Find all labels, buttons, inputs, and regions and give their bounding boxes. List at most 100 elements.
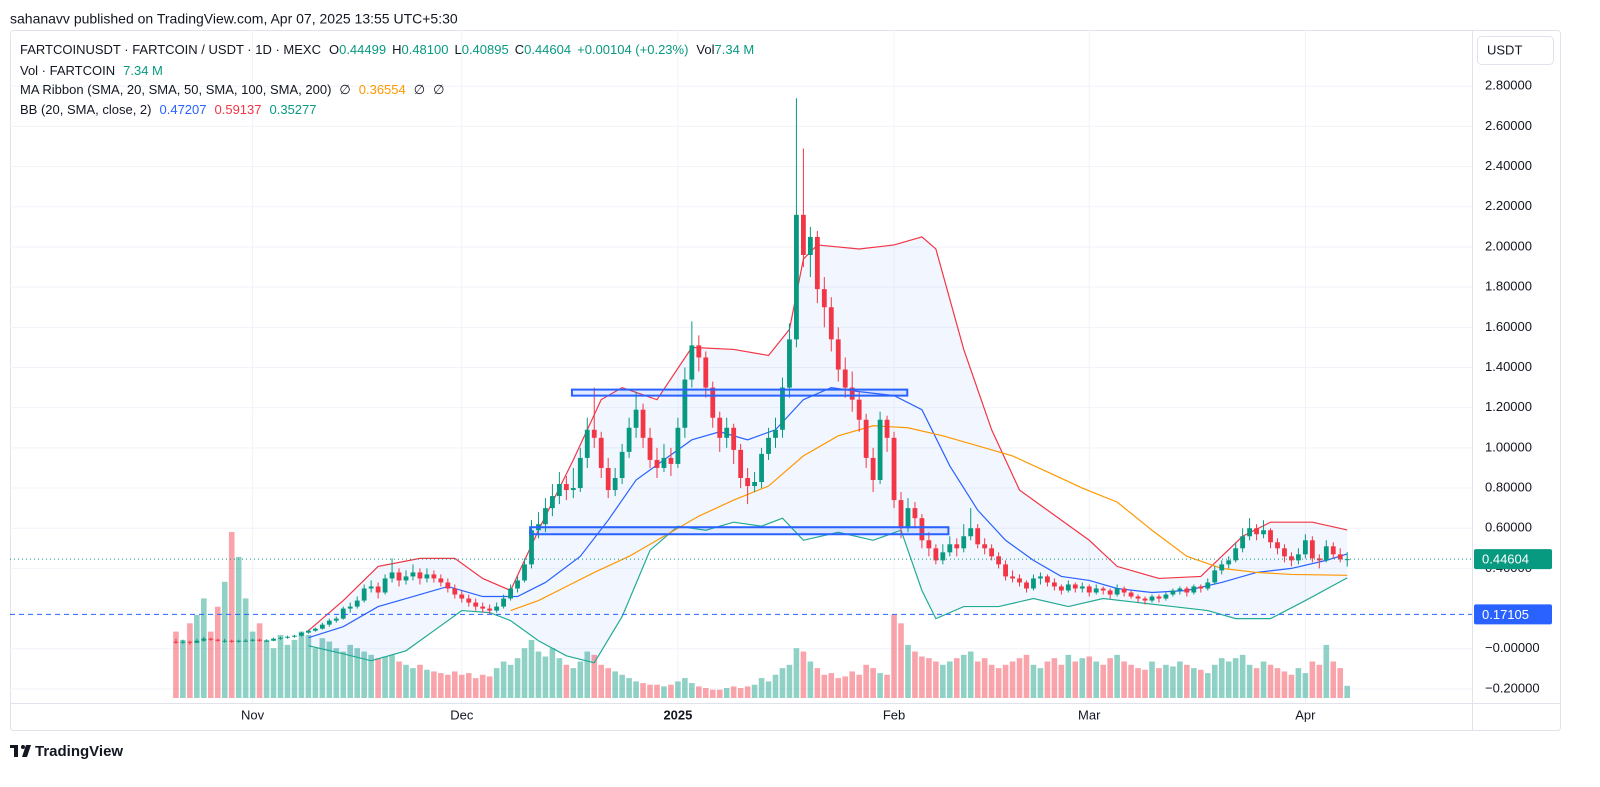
volume-bar: [1316, 664, 1323, 698]
drawing-rectangle: [570, 388, 909, 397]
indicator-line: [308, 386, 1348, 639]
candle-body: [543, 508, 548, 525]
volume-bar: [863, 664, 869, 698]
drawing-rectangle: [529, 526, 950, 536]
volume-bar: [981, 658, 988, 698]
volume-bar: [598, 664, 605, 698]
candle-body: [849, 387, 855, 400]
volume-bar: [242, 598, 249, 698]
volume-bar: [1337, 668, 1344, 698]
y-tick-label: 2.60000: [1485, 118, 1532, 133]
volume-bar: [201, 598, 207, 698]
indicator-line: [308, 517, 1348, 664]
volume-bar: [737, 688, 744, 698]
volume-bar: [1184, 664, 1190, 698]
candle-body: [229, 640, 235, 642]
volume-bar: [180, 639, 186, 698]
volume-bar: [870, 668, 876, 698]
candle-body: [1254, 528, 1259, 535]
y-tick-label: 2.80000: [1485, 78, 1532, 93]
band-fill: [308, 236, 1348, 663]
volume-bar: [207, 631, 214, 698]
indicator-line: [510, 425, 1348, 612]
candle-body: [1114, 588, 1120, 595]
volume-bar: [1051, 658, 1058, 698]
volume-bar: [1225, 661, 1232, 698]
candle-body: [1100, 588, 1106, 591]
candle-body: [821, 289, 827, 308]
price-label: 0.44604: [1482, 552, 1529, 567]
volume-bar: [1079, 658, 1086, 698]
candle-body: [1128, 592, 1134, 597]
volume-bar: [716, 689, 723, 698]
candle-body: [459, 594, 465, 599]
volume-bar: [472, 678, 479, 698]
bb-study: BB (20, SMA, close, 2): [20, 102, 152, 117]
volume-bar: [1016, 658, 1023, 698]
candle-body: [522, 564, 527, 581]
candle-body: [1323, 546, 1329, 561]
volume-bar: [940, 664, 946, 698]
candle-body: [891, 437, 897, 501]
volume-bar: [702, 688, 709, 698]
volume-bar: [347, 644, 354, 698]
candle-body: [375, 586, 381, 593]
candle-body: [689, 345, 695, 380]
candle-body: [1344, 559, 1350, 561]
volume-bar: [1114, 654, 1120, 698]
candle-body: [835, 339, 841, 370]
x-tick-label: Dec: [450, 707, 474, 722]
volume-bar: [926, 658, 932, 698]
candle-body: [640, 409, 646, 438]
logo-part: [21, 745, 25, 749]
candle-body: [445, 582, 451, 589]
volume-bar: [298, 631, 305, 698]
candle-body: [556, 484, 562, 497]
currency-box[interactable]: [1477, 36, 1554, 65]
candle-body: [1240, 536, 1246, 549]
volume-bar: [682, 678, 688, 698]
volume-bar: [173, 631, 179, 698]
x-tick-label: Mar: [1078, 707, 1101, 722]
candle-body: [863, 419, 869, 458]
candle-body: [1184, 588, 1190, 593]
candle-body: [403, 576, 409, 581]
candle-body: [305, 630, 311, 633]
volume-bar: [912, 651, 918, 698]
ma-line: MA Ribbon (SMA, 20, SMA, 50, SMA, 100, S…: [20, 82, 444, 97]
y-tick-label: 1.40000: [1485, 359, 1532, 374]
volume-bar: [960, 654, 967, 698]
ma-value: ∅: [414, 82, 425, 97]
candle-body: [326, 620, 332, 625]
y-tick-label: −0.20000: [1485, 680, 1540, 695]
volume-bar: [1093, 661, 1100, 698]
candle-body: [180, 641, 186, 643]
volume-bar: [1344, 685, 1351, 698]
candle-body: [1205, 582, 1211, 589]
volume-bar: [605, 668, 611, 698]
candle-body: [1316, 558, 1322, 561]
volume-bar: [640, 683, 646, 698]
candle-body: [975, 528, 981, 545]
volume-bar: [988, 664, 995, 698]
volume-bar: [1142, 669, 1148, 698]
c-label: C: [515, 42, 524, 57]
candle-body: [661, 457, 667, 468]
volume-bar: [1044, 661, 1051, 698]
volume-bar: [1121, 661, 1127, 698]
candle-body: [529, 530, 534, 565]
candle-body: [354, 600, 360, 607]
candle-body: [940, 552, 946, 561]
volume-bar: [1288, 674, 1295, 698]
ma-value: 0.36554: [359, 82, 406, 97]
volume-bar: [445, 674, 451, 698]
candle-body: [1275, 542, 1280, 549]
candle-body: [954, 544, 960, 549]
volume-bar: [382, 656, 388, 698]
volume-bar: [814, 668, 821, 698]
vol-value: 7.34 M: [715, 42, 755, 57]
h-value: 0.48100: [401, 42, 448, 57]
candle-body: [1337, 554, 1343, 560]
candle-body: [410, 572, 416, 577]
o-label: O: [329, 42, 339, 57]
